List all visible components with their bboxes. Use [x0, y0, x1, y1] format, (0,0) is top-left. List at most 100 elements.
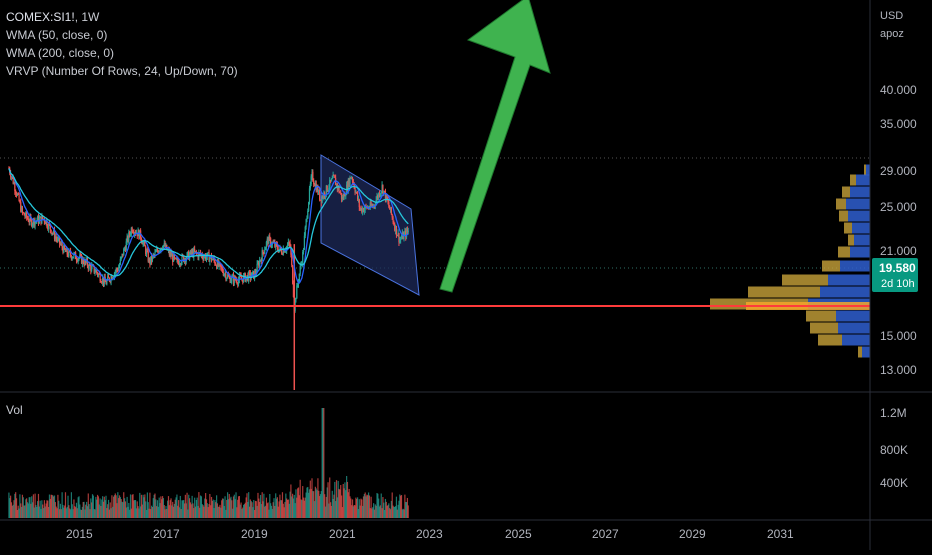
- volume-bar: [377, 493, 379, 518]
- volume-bar: [315, 488, 317, 518]
- volume-bar: [192, 503, 194, 518]
- time-tick: 2023: [416, 527, 443, 541]
- volume-bar: [67, 495, 69, 518]
- volume-bar: [36, 506, 38, 518]
- candle-body: [26, 212, 28, 218]
- candle-body: [125, 241, 127, 251]
- candle-body: [176, 258, 178, 260]
- candle-body: [406, 229, 409, 232]
- volume-bar: [319, 496, 321, 518]
- volume-bar: [376, 492, 378, 518]
- volume-bar: [120, 499, 122, 518]
- volume-bar: [392, 505, 394, 518]
- volume-bar: [265, 497, 268, 518]
- volume-bar: [325, 496, 327, 518]
- volume-bar: [228, 494, 230, 518]
- volume-bar: [247, 502, 249, 518]
- candle-body: [259, 259, 262, 261]
- candle-body: [348, 179, 350, 186]
- time-tick: 2015: [66, 527, 93, 541]
- candle-body: [262, 250, 264, 253]
- candle-body: [245, 277, 247, 282]
- candle-body: [96, 270, 98, 273]
- volume-bar: [199, 507, 201, 518]
- candle-body: [181, 255, 183, 264]
- candle-body: [288, 242, 290, 244]
- volume-bar: [328, 503, 330, 518]
- profile-down-bar: [822, 260, 840, 272]
- volume-bar: [288, 503, 290, 518]
- volume-bar: [239, 504, 241, 518]
- candle-body: [69, 251, 72, 256]
- volume-bar: [204, 498, 206, 518]
- volume-bar: [123, 492, 125, 518]
- volume-bar: [65, 508, 67, 518]
- candle-body: [259, 260, 261, 267]
- volume-bar: [233, 494, 235, 518]
- last-price-tag[interactable]: 19.580 2d 10h: [872, 258, 918, 292]
- candle-body: [175, 257, 177, 260]
- volume-bar: [100, 505, 102, 518]
- candle-body: [292, 283, 295, 298]
- volume-bar: [85, 501, 88, 518]
- profile-down-bar: [836, 198, 846, 210]
- indicator-vrvp[interactable]: VRVP (Number Of Rows, 24, Up/Down, 70): [6, 64, 238, 78]
- candle-body: [313, 183, 316, 187]
- candle-body: [109, 280, 111, 282]
- candle-body: [193, 249, 195, 257]
- volume-bar: [374, 504, 376, 518]
- candle-body: [400, 237, 403, 239]
- profile-down-bar: [864, 164, 866, 176]
- upward-arrow[interactable]: [439, 0, 551, 293]
- candle-body: [161, 247, 163, 249]
- volume-bar: [71, 504, 73, 518]
- volume-bar: [394, 506, 397, 518]
- volume-bar: [152, 498, 154, 518]
- volume-bar: [161, 499, 163, 518]
- candle-body: [352, 181, 354, 184]
- volume-bar: [39, 500, 41, 518]
- volume-bar: [44, 506, 46, 518]
- candle-body: [344, 193, 346, 197]
- volume-bar: [194, 506, 197, 518]
- candle-body: [113, 273, 116, 277]
- candle-body: [194, 251, 197, 253]
- volume-bar: [13, 500, 15, 518]
- volume-bar: [388, 503, 390, 518]
- candle-body: [133, 232, 135, 235]
- volume-bar: [286, 499, 289, 518]
- volume-bar: [212, 499, 214, 518]
- candle-body: [80, 254, 83, 264]
- candle-body: [20, 202, 22, 212]
- profile-down-bar: [848, 234, 854, 246]
- volume-bar: [380, 493, 382, 518]
- profile-down-bar: [818, 334, 842, 346]
- candle-body: [335, 183, 338, 186]
- currency-label[interactable]: USD: [880, 10, 903, 22]
- volume-bar: [115, 495, 117, 518]
- candle-body: [83, 263, 85, 265]
- indicator-wma50[interactable]: WMA (50, close, 0): [6, 28, 108, 42]
- volume-bar: [86, 506, 89, 518]
- volume-bar: [296, 497, 298, 518]
- volume-bar: [378, 498, 380, 518]
- volume-bar: [177, 505, 179, 518]
- candle-body: [187, 251, 189, 253]
- candle-body: [136, 232, 138, 237]
- candle-body: [280, 247, 282, 251]
- candle-body: [270, 238, 272, 246]
- indicator-wma200[interactable]: WMA (200, close, 0): [6, 46, 115, 60]
- candle-body: [141, 241, 143, 245]
- candle-body: [142, 242, 144, 245]
- candle-body: [116, 268, 118, 270]
- candle-body: [310, 176, 312, 185]
- volume-bar: [248, 506, 251, 518]
- candle-body: [226, 275, 229, 279]
- volume-bar: [10, 495, 12, 518]
- candle-body: [399, 239, 401, 243]
- profile-up-bar: [838, 322, 870, 334]
- symbol-title[interactable]: COMEX:SI1!, 1W: [6, 8, 238, 26]
- volume-bar: [335, 480, 338, 518]
